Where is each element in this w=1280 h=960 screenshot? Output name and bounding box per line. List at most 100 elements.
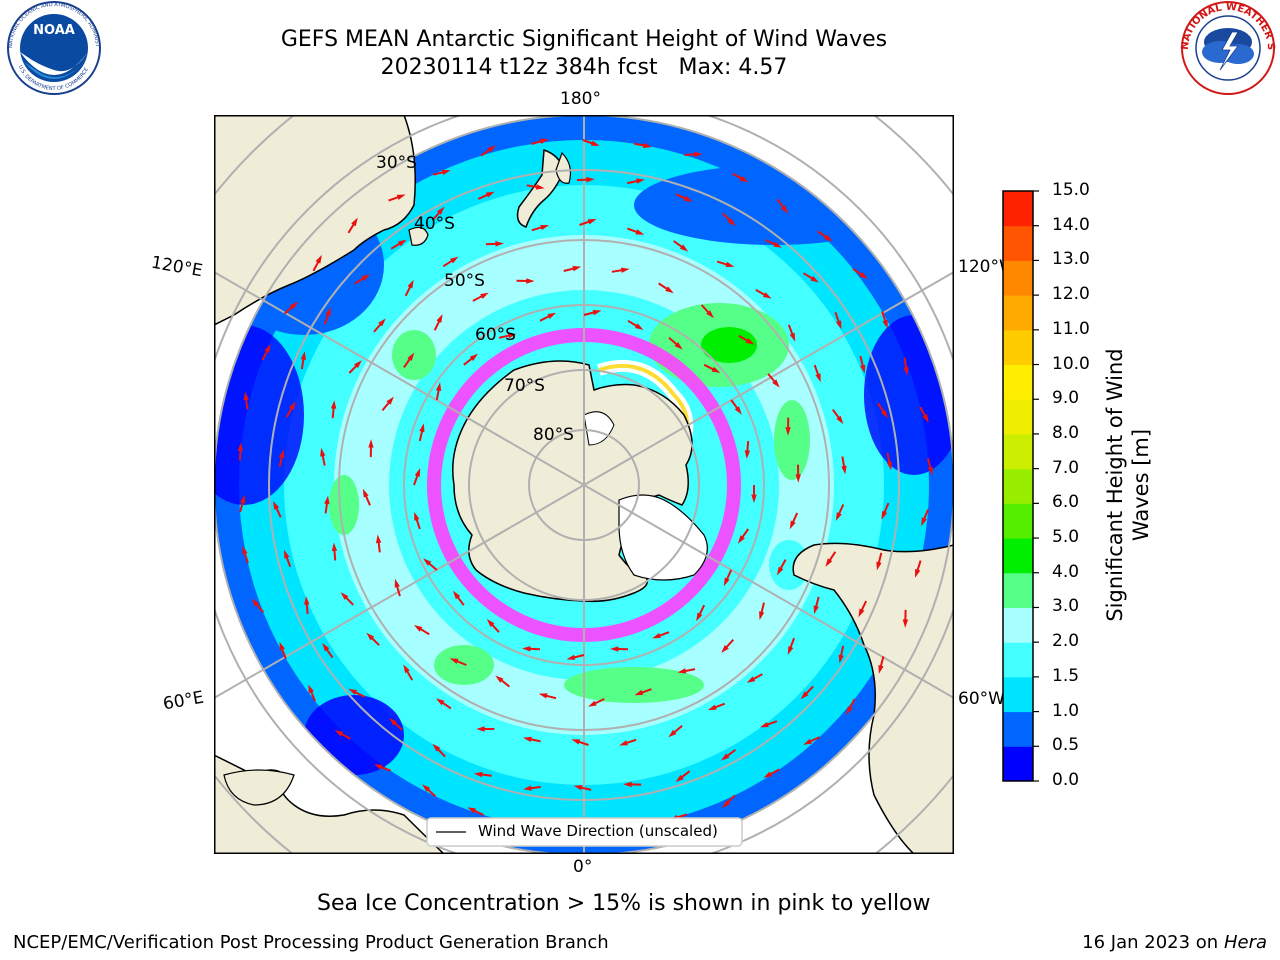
wave-direction-arrowhead	[486, 619, 495, 627]
wave-direction-arrowhead	[803, 738, 812, 745]
wave-direction-arrowhead	[325, 307, 331, 316]
wave-direction-arrowhead	[322, 643, 330, 652]
wave-direction-arrowhead	[751, 494, 757, 503]
wave-direction-arrowhead	[414, 511, 420, 521]
wave-direction-arrowhead	[340, 592, 349, 600]
svg-text:NOAA: NOAA	[33, 23, 75, 38]
colorbar-segment	[1003, 607, 1033, 643]
colorbar-tick-label: 13.0	[1052, 249, 1090, 270]
host-name: Hera	[1223, 932, 1267, 953]
wave-direction-arrowhead	[725, 261, 735, 267]
wave-direction-arrowhead	[876, 561, 882, 571]
wave-direction-arrowhead	[677, 668, 687, 674]
wave-direction-arrowhead	[324, 495, 330, 505]
wave-direction-arrowhead	[619, 740, 628, 746]
colorbar-tick-label: 10.0	[1052, 353, 1090, 374]
wave-direction-arrowhead	[264, 344, 271, 353]
wave-direction-arrowhead	[469, 353, 478, 361]
wave-direction-arrowhead	[300, 351, 306, 360]
wave-direction-arrowhead	[902, 619, 909, 628]
wave-direction-arrowhead	[366, 632, 375, 641]
wave-direction-arrowhead	[610, 646, 619, 652]
wave-direction-arrowhead	[675, 774, 684, 783]
wave-direction-arrowhead	[800, 691, 809, 700]
colorbar-segment	[1003, 364, 1033, 400]
wave-direction-arrowhead	[320, 447, 326, 457]
wave-direction-arrowhead	[450, 256, 459, 264]
wave-direction-arrowhead	[495, 675, 504, 683]
wave-direction-arrowhead	[634, 323, 644, 330]
colorbar-tick-label: 2.0	[1052, 631, 1080, 652]
colorbar	[1002, 190, 1039, 782]
wave-direction-arrowhead	[413, 625, 423, 632]
lat-label-30s: 30°S	[376, 153, 417, 173]
wave-direction-arrowhead	[860, 364, 866, 374]
wave-direction-arrowhead	[308, 684, 314, 694]
date-text: 16 Jan 2023 on	[1082, 932, 1224, 953]
colorbar-segment	[1003, 746, 1033, 782]
wave-direction-arrowhead	[540, 225, 550, 231]
wave-direction-arrowhead	[859, 272, 868, 279]
arrow-legend-label: Wind Wave Direction (unscaled)	[478, 822, 718, 840]
wave-direction-arrowhead	[284, 549, 290, 559]
wave-direction-arrowhead	[915, 568, 921, 578]
wave-direction-arrowhead	[772, 379, 780, 388]
colorbar-tick-label: 3.0	[1052, 596, 1080, 617]
wave-direction-arrowhead	[776, 566, 784, 576]
wave-direction-arrowhead	[389, 717, 397, 726]
wave-direction-arrowhead	[927, 466, 933, 476]
wave-direction-arrowhead	[836, 415, 844, 425]
wave-direction-arrowhead	[620, 267, 630, 273]
wave-direction-arrowhead	[763, 771, 773, 778]
colorbar-segment	[1003, 260, 1033, 296]
wave-direction-arrowhead	[535, 184, 545, 190]
wave-direction-arrowhead	[880, 409, 888, 419]
wave-direction-arrowhead	[351, 217, 358, 227]
wave-direction-arrowhead	[289, 401, 296, 410]
colorbar-tick-label: 15.0	[1052, 180, 1090, 200]
colorbar-segment	[1003, 329, 1033, 366]
wave-direction-arrowhead	[737, 535, 745, 544]
wave-direction-arrowhead	[886, 461, 892, 471]
wave-direction-arrowhead	[422, 784, 431, 792]
wave-direction-arrowhead	[547, 312, 557, 319]
wave-direction-arrowhead	[789, 520, 796, 530]
lat-label-60s: 60°S	[475, 325, 516, 345]
wave-direction-arrowhead	[304, 596, 310, 605]
wave-direction-arrowhead	[452, 590, 461, 600]
wave-direction-arrowhead	[744, 450, 751, 459]
colorbar-segment	[1003, 503, 1033, 539]
wave-direction-arrowhead	[813, 605, 819, 615]
wave-direction-arrowhead	[846, 706, 853, 716]
wave-direction-arrowhead	[289, 301, 298, 310]
wave-direction-arrowhead	[683, 195, 693, 202]
wave-direction-arrowhead	[523, 736, 532, 742]
wave-direction-arrowhead	[436, 698, 445, 706]
wave-direction-arrowhead	[679, 244, 689, 252]
wave-direction-arrowhead	[373, 764, 383, 770]
wave-direction-arrowhead	[881, 510, 888, 520]
lat-label-80s: 80°S	[533, 425, 574, 445]
wave-direction-arrowhead	[696, 612, 703, 622]
wave-direction-arrowhead	[473, 771, 483, 778]
wave-direction-arrowhead	[526, 278, 535, 284]
wave-direction-arrowhead	[745, 338, 755, 345]
wave-direction-arrowhead	[623, 781, 632, 788]
wave-direction-arrowhead	[378, 318, 386, 327]
wave-direction-arrowhead	[780, 205, 789, 214]
wave-direction-arrowhead	[407, 352, 415, 361]
wave-direction-arrowhead	[635, 229, 645, 235]
wave-direction-arrowhead	[361, 274, 371, 281]
colorbar-tick-label: 14.0	[1052, 214, 1090, 235]
colorbar-tick-label: 4.0	[1052, 561, 1080, 582]
wave-direction-arrowhead	[573, 785, 583, 791]
wind-wave-arrows	[237, 138, 933, 834]
colorbar-tick-label: 5.0	[1052, 527, 1080, 548]
map-subtitle: 20230114 t12z 384h fcst Max: 4.57	[380, 55, 788, 80]
wave-direction-arrowhead	[476, 726, 485, 732]
wave-direction-arrowhead	[878, 665, 884, 674]
lon-label-120e: 120°E	[149, 252, 205, 282]
wave-direction-arrowhead	[723, 577, 730, 587]
wave-direction-arrowhead	[762, 292, 772, 299]
wave-direction-arrowhead	[636, 178, 645, 184]
